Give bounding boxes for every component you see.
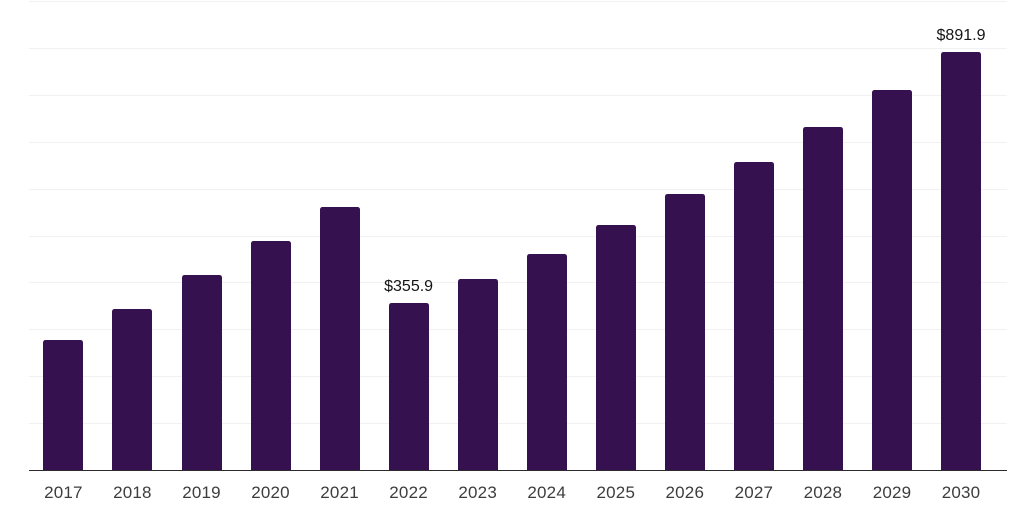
bar-2021 <box>319 206 360 470</box>
gridline <box>29 329 1007 331</box>
x-tick-label-2017: 2017 <box>44 483 83 502</box>
gridline <box>29 1 1007 2</box>
gridline <box>29 235 1007 237</box>
x-axis-line <box>29 469 1007 471</box>
gridline <box>29 188 1007 190</box>
gridline <box>29 376 1007 378</box>
x-tick-label-2023: 2023 <box>458 483 497 502</box>
bar-value-label-2022: $355.9 <box>384 278 434 296</box>
bar-2018 <box>112 308 153 470</box>
bar-2023 <box>457 279 498 470</box>
bar-2020 <box>250 240 291 470</box>
x-tick-label-2024: 2024 <box>527 483 566 502</box>
bar-2026 <box>664 194 705 470</box>
x-tick-label-2020: 2020 <box>251 483 290 502</box>
gridline <box>29 423 1007 425</box>
x-tick-label-2028: 2028 <box>803 483 843 502</box>
bar-2025 <box>595 224 636 470</box>
x-tick-label-2025: 2025 <box>596 483 636 502</box>
bar-2022 <box>388 303 429 470</box>
x-tick-label-2021: 2021 <box>320 483 359 502</box>
bar-2027 <box>733 162 774 470</box>
x-tick-label-2018: 2018 <box>113 483 152 502</box>
x-tick-label-2019: 2019 <box>182 483 221 502</box>
x-tick-label-2030: 2030 <box>941 483 981 502</box>
gridline <box>29 141 1007 143</box>
bar-2028 <box>802 127 843 470</box>
bar-2017 <box>43 340 84 470</box>
bar-2024 <box>526 253 567 470</box>
x-tick-label-2029: 2029 <box>872 483 912 502</box>
bar-2030 <box>941 51 981 470</box>
gridline <box>29 47 1007 49</box>
bar-value-label-2030: $891.9 <box>936 26 986 44</box>
gridline <box>29 282 1007 284</box>
x-tick-label-2026: 2026 <box>665 483 705 502</box>
bar-2019 <box>181 274 222 470</box>
bar-2029 <box>872 90 912 470</box>
gridline <box>29 94 1007 96</box>
x-tick-label-2022: 2022 <box>389 483 428 502</box>
x-tick-label-2027: 2027 <box>734 483 774 502</box>
